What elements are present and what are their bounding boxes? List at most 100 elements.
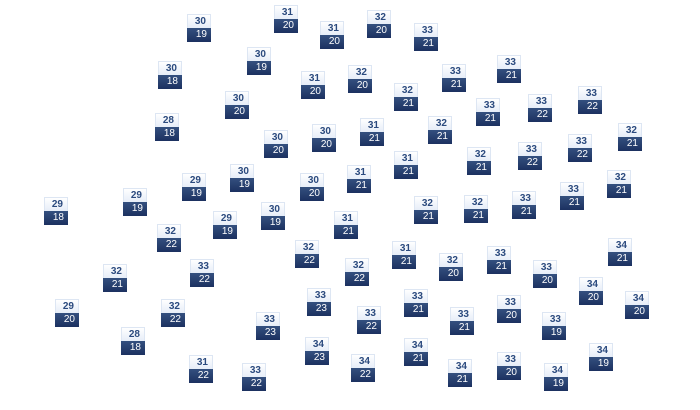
temperature-marker[interactable]: 34 21: [448, 359, 472, 387]
temperature-marker[interactable]: 32 20: [439, 253, 463, 281]
high-temperature: 32: [161, 299, 185, 313]
temperature-marker[interactable]: 33 21: [414, 23, 438, 51]
temperature-marker[interactable]: 33 21: [404, 289, 428, 317]
temperature-marker[interactable]: 32 22: [345, 258, 369, 286]
temperature-marker[interactable]: 29 19: [123, 188, 147, 216]
temperature-marker[interactable]: 30 20: [225, 91, 249, 119]
temperature-marker[interactable]: 28 18: [121, 327, 145, 355]
temperature-marker[interactable]: 34 20: [625, 291, 649, 319]
low-temperature: 19: [261, 216, 285, 230]
temperature-marker[interactable]: 32 21: [428, 116, 452, 144]
temperature-marker[interactable]: 31 22: [189, 355, 213, 383]
low-temperature: 21: [404, 352, 428, 366]
high-temperature: 32: [464, 195, 488, 209]
high-temperature: 33: [450, 307, 474, 321]
temperature-marker[interactable]: 34 22: [351, 354, 375, 382]
low-temperature: 20: [497, 366, 521, 380]
temperature-marker[interactable]: 33 21: [442, 64, 466, 92]
temperature-marker[interactable]: 32 21: [394, 83, 418, 111]
temperature-marker[interactable]: 29 20: [55, 299, 79, 327]
temperature-marker[interactable]: 31 20: [274, 5, 298, 33]
temperature-marker[interactable]: 34 20: [579, 277, 603, 305]
temperature-marker[interactable]: 34 23: [305, 337, 329, 365]
high-temperature: 29: [213, 211, 237, 225]
temperature-marker[interactable]: 30 20: [300, 173, 324, 201]
temperature-marker[interactable]: 32 22: [161, 299, 185, 327]
high-temperature: 34: [579, 277, 603, 291]
temperature-marker[interactable]: 33 20: [497, 352, 521, 380]
temperature-marker[interactable]: 34 21: [404, 338, 428, 366]
temperature-marker[interactable]: 33 21: [487, 246, 511, 274]
low-temperature: 20: [300, 187, 324, 201]
low-temperature: 21: [103, 278, 127, 292]
high-temperature: 31: [320, 21, 344, 35]
temperature-marker[interactable]: 32 21: [414, 196, 438, 224]
high-temperature: 33: [442, 64, 466, 78]
temperature-marker[interactable]: 33 22: [528, 94, 552, 122]
temperature-marker[interactable]: 32 22: [295, 240, 319, 268]
temperature-marker[interactable]: 29 19: [182, 173, 206, 201]
temperature-marker[interactable]: 30 20: [312, 124, 336, 152]
low-temperature: 20: [533, 274, 557, 288]
low-temperature: 23: [305, 351, 329, 365]
temperature-marker[interactable]: 30 19: [187, 14, 211, 42]
high-temperature: 29: [44, 197, 68, 211]
temperature-marker[interactable]: 33 21: [560, 182, 584, 210]
low-temperature: 20: [301, 85, 325, 99]
low-temperature: 21: [414, 37, 438, 51]
temperature-marker[interactable]: 31 21: [360, 118, 384, 146]
high-temperature: 32: [439, 253, 463, 267]
temperature-marker[interactable]: 33 22: [357, 306, 381, 334]
temperature-marker[interactable]: 33 23: [256, 312, 280, 340]
low-temperature: 19: [182, 187, 206, 201]
temperature-marker[interactable]: 30 20: [264, 130, 288, 158]
temperature-marker[interactable]: 32 20: [348, 65, 372, 93]
high-temperature: 34: [589, 343, 613, 357]
temperature-marker[interactable]: 31 21: [394, 151, 418, 179]
temperature-marker[interactable]: 32 21: [464, 195, 488, 223]
temperature-marker[interactable]: 30 19: [261, 202, 285, 230]
temperature-marker[interactable]: 33 20: [533, 260, 557, 288]
temperature-marker[interactable]: 32 21: [467, 147, 491, 175]
temperature-marker[interactable]: 30 19: [230, 164, 254, 192]
temperature-marker[interactable]: 33 22: [578, 86, 602, 114]
temperature-marker[interactable]: 32 22: [157, 224, 181, 252]
temperature-marker[interactable]: 34 21: [608, 238, 632, 266]
high-temperature: 33: [533, 260, 557, 274]
temperature-marker[interactable]: 33 22: [568, 134, 592, 162]
temperature-marker[interactable]: 33 21: [476, 98, 500, 126]
temperature-marker[interactable]: 33 21: [512, 191, 536, 219]
temperature-marker[interactable]: 32 21: [607, 170, 631, 198]
high-temperature: 31: [392, 241, 416, 255]
temperature-marker[interactable]: 33 19: [542, 312, 566, 340]
temperature-marker[interactable]: 33 22: [518, 142, 542, 170]
temperature-marker[interactable]: 30 19: [247, 47, 271, 75]
temperature-marker[interactable]: 33 23: [307, 288, 331, 316]
temperature-marker[interactable]: 28 18: [155, 113, 179, 141]
temperature-marker[interactable]: 32 21: [618, 123, 642, 151]
temperature-marker[interactable]: 33 21: [450, 307, 474, 335]
temperature-marker[interactable]: 32 20: [367, 10, 391, 38]
temperature-marker[interactable]: 34 19: [589, 343, 613, 371]
temperature-marker[interactable]: 31 21: [347, 165, 371, 193]
temperature-marker[interactable]: 29 18: [44, 197, 68, 225]
temperature-marker[interactable]: 33 22: [190, 259, 214, 287]
high-temperature: 30: [312, 124, 336, 138]
temperature-marker[interactable]: 29 19: [213, 211, 237, 239]
temperature-marker[interactable]: 31 20: [301, 71, 325, 99]
low-temperature: 21: [607, 184, 631, 198]
low-temperature: 21: [497, 69, 521, 83]
temperature-marker[interactable]: 31 21: [334, 211, 358, 239]
temperature-marker[interactable]: 31 20: [320, 21, 344, 49]
temperature-marker[interactable]: 34 19: [544, 363, 568, 391]
high-temperature: 31: [334, 211, 358, 225]
temperature-marker[interactable]: 33 21: [497, 55, 521, 83]
temperature-marker[interactable]: 33 20: [497, 295, 521, 323]
temperature-marker[interactable]: 30 18: [158, 61, 182, 89]
low-temperature: 22: [242, 377, 266, 391]
temperature-marker[interactable]: 32 21: [103, 264, 127, 292]
temperature-marker[interactable]: 31 21: [392, 241, 416, 269]
high-temperature: 31: [274, 5, 298, 19]
temperature-marker[interactable]: 33 22: [242, 363, 266, 391]
